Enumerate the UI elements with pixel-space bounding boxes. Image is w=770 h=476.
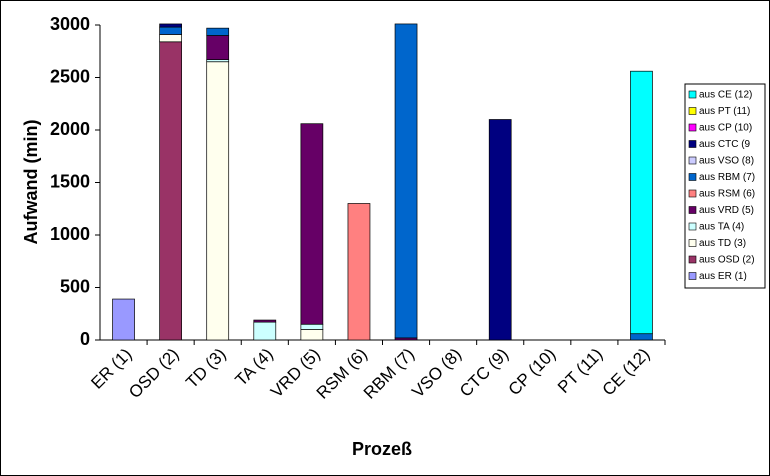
legend-label: aus TD (3) xyxy=(699,238,746,249)
bar-segment xyxy=(300,329,324,341)
legend-label: aus OSD (2) xyxy=(699,255,755,266)
y-axis-label: Aufwand (min) xyxy=(21,120,41,245)
legend-label: aus CE (12) xyxy=(699,90,752,101)
bar-segment xyxy=(159,26,182,35)
bar-segment xyxy=(159,41,182,341)
legend-swatch xyxy=(688,156,697,165)
y-tick-label: 0 xyxy=(80,329,90,349)
bar-segment xyxy=(630,333,653,341)
bar-segment xyxy=(253,321,277,341)
legend-swatch xyxy=(688,123,697,132)
legend-label: aus PT (11) xyxy=(699,106,750,117)
legend-swatch xyxy=(688,90,697,99)
y-tick-label: 1000 xyxy=(50,224,90,244)
y-tick-label: 1500 xyxy=(50,171,90,191)
bar-segment xyxy=(253,319,277,323)
bar-segment xyxy=(394,23,418,339)
legend-swatch xyxy=(688,173,697,181)
y-tick-label: 2500 xyxy=(50,66,90,86)
y-tick-label: 500 xyxy=(60,276,90,296)
legend-swatch xyxy=(688,239,697,247)
legend-swatch xyxy=(688,255,697,264)
legend-swatch xyxy=(688,222,697,231)
bar-segment xyxy=(206,27,230,36)
bar-segment xyxy=(488,119,512,341)
legend-label: aus VRD (5) xyxy=(699,205,754,216)
legend-label: aus RSM (6) xyxy=(699,189,755,200)
bar-segment xyxy=(206,35,230,60)
legend-swatch xyxy=(688,140,697,148)
bar-segment xyxy=(347,203,371,341)
legend-label: aus CP (10) xyxy=(699,123,752,134)
legend-swatch xyxy=(688,272,697,280)
bar-segment xyxy=(159,34,182,43)
legend-label: aus TA (4) xyxy=(699,222,744,233)
legend-label: aus VSO (8) xyxy=(699,156,754,167)
legend-label: aus CTC (9 xyxy=(699,139,751,150)
bar-segment xyxy=(300,323,324,330)
x-axis-label: Prozeß xyxy=(352,439,412,459)
legend-swatch xyxy=(688,189,697,198)
legend-swatch xyxy=(688,206,697,214)
legend-label: aus RBM (7) xyxy=(699,172,755,183)
legend-swatch xyxy=(688,107,697,115)
y-tick-label: 3000 xyxy=(50,14,90,34)
bar-segment xyxy=(206,61,230,341)
legend-label: aus ER (1) xyxy=(699,271,747,282)
y-tick-label: 2000 xyxy=(50,119,90,139)
legend-box xyxy=(684,83,766,289)
bar-segment xyxy=(630,70,653,335)
bar-segment xyxy=(112,298,135,341)
bar-segment xyxy=(159,23,182,28)
bar-segment xyxy=(300,123,324,325)
